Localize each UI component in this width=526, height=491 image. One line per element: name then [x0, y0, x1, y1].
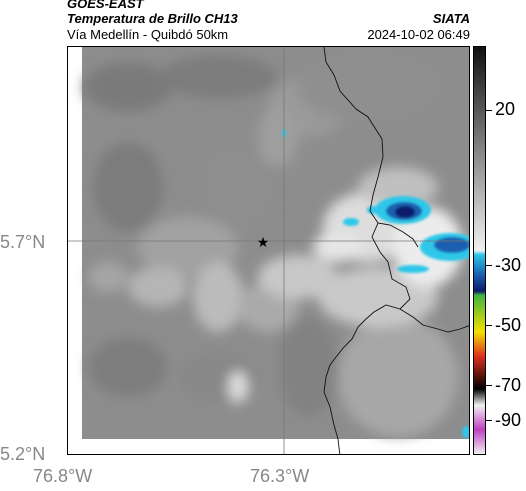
map-panel[interactable]: ★	[67, 46, 470, 455]
colorbar-label: -30	[495, 255, 522, 275]
colorbar	[473, 46, 486, 455]
lon-label-76-3: 76.3°W	[250, 466, 310, 486]
brightness-temperature-map: ★	[68, 47, 469, 454]
colorbar-tick	[486, 420, 492, 421]
lat-label-5-2: 5.2°N	[0, 444, 46, 464]
route-subtitle: Vía Medellín - Quibdó 50km	[67, 27, 229, 42]
org-label: SIATA	[432, 11, 470, 26]
boundary-lines	[323, 47, 469, 454]
colorbar-tick	[486, 325, 492, 326]
product-title: Temperatura de Brillo CH13	[67, 11, 238, 26]
satellite-title: GOES-EAST	[67, 0, 144, 11]
colorbar-label: -90	[495, 410, 522, 430]
lat-label-5-7: 5.7°N	[0, 232, 46, 252]
colorbar-label: -50	[495, 315, 522, 335]
colorbar-label: 20	[495, 99, 516, 119]
colorbar-tick	[486, 265, 492, 266]
colorbar-tick	[486, 385, 492, 386]
lon-label-76-8: 76.8°W	[33, 466, 93, 486]
colorbar-label: -70	[495, 375, 522, 395]
cold-cloud-tops	[282, 129, 469, 438]
colorbar-tick	[486, 110, 492, 111]
star-icon: ★	[257, 234, 270, 250]
datetime-label: 2024-10-02 06:49	[367, 27, 470, 42]
